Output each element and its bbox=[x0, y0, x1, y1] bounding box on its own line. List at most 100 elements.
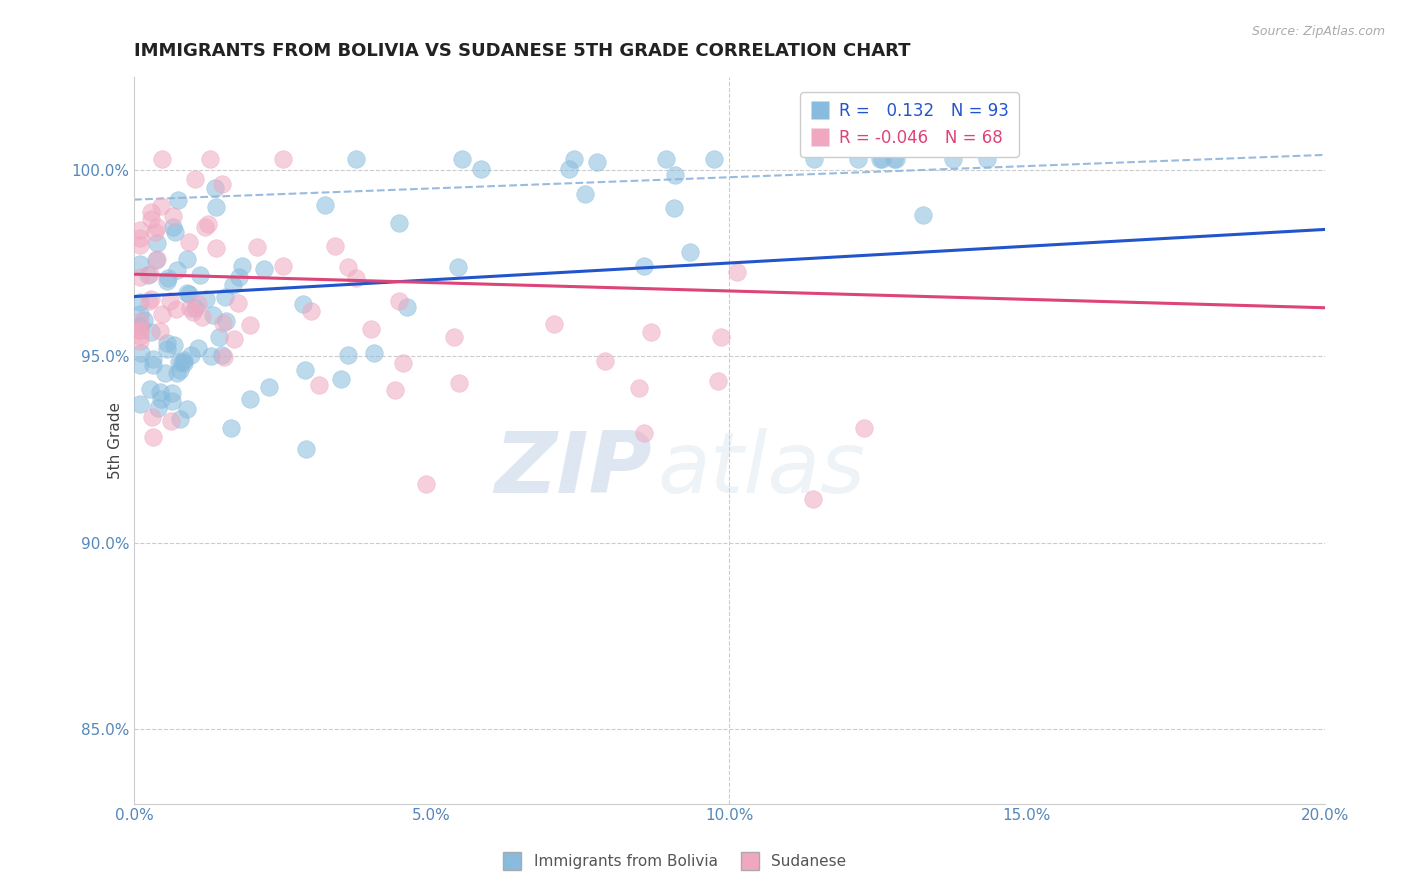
Point bbox=[166, 302, 188, 317]
Point bbox=[869, 152, 891, 166]
Point bbox=[942, 152, 965, 166]
Point bbox=[205, 200, 228, 214]
Point bbox=[308, 378, 330, 392]
Point bbox=[706, 374, 728, 388]
Point bbox=[273, 259, 295, 273]
Point bbox=[141, 205, 163, 219]
Point bbox=[188, 268, 211, 282]
Point bbox=[143, 225, 166, 239]
Point bbox=[558, 161, 581, 176]
Point bbox=[173, 356, 195, 370]
Point bbox=[157, 270, 180, 285]
Point bbox=[194, 220, 217, 235]
Point bbox=[162, 219, 184, 234]
Point bbox=[176, 402, 198, 417]
Point bbox=[156, 342, 179, 356]
Point bbox=[197, 218, 219, 232]
Point bbox=[883, 152, 905, 166]
Point bbox=[344, 270, 367, 285]
Point bbox=[323, 238, 346, 252]
Point bbox=[654, 152, 676, 166]
Point bbox=[846, 152, 869, 166]
Point bbox=[129, 345, 152, 359]
Legend: Immigrants from Bolivia, Sudanese: Immigrants from Bolivia, Sudanese bbox=[498, 848, 852, 875]
Point bbox=[703, 152, 725, 166]
Point bbox=[173, 353, 195, 368]
Legend: R =  0.132  N = 93, R = -0.046  N = 68: R = 0.132 N = 93, R = -0.046 N = 68 bbox=[800, 92, 1019, 156]
Point bbox=[470, 162, 492, 177]
Point bbox=[586, 154, 609, 169]
Point bbox=[191, 310, 214, 324]
Point bbox=[294, 442, 316, 457]
Point bbox=[148, 325, 170, 339]
Point bbox=[138, 294, 160, 309]
Point bbox=[392, 356, 415, 370]
Point bbox=[153, 366, 176, 380]
Text: ZIP: ZIP bbox=[495, 427, 652, 511]
Point bbox=[292, 296, 315, 310]
Point bbox=[129, 238, 152, 252]
Point bbox=[447, 260, 470, 274]
Point bbox=[187, 342, 209, 356]
Point bbox=[142, 430, 165, 444]
Point bbox=[129, 231, 152, 245]
Point bbox=[129, 307, 152, 321]
Point bbox=[129, 358, 152, 372]
Point bbox=[363, 345, 385, 359]
Point bbox=[136, 268, 159, 282]
Point bbox=[180, 348, 202, 362]
Point bbox=[142, 352, 165, 367]
Point bbox=[156, 336, 179, 351]
Point bbox=[314, 198, 336, 212]
Point bbox=[176, 252, 198, 266]
Point bbox=[129, 294, 152, 309]
Point bbox=[662, 201, 685, 215]
Point bbox=[976, 152, 998, 166]
Point bbox=[388, 294, 411, 309]
Point bbox=[564, 152, 586, 166]
Point bbox=[633, 426, 655, 441]
Point bbox=[574, 186, 596, 201]
Point bbox=[156, 274, 179, 288]
Point bbox=[239, 318, 262, 333]
Point bbox=[214, 290, 236, 304]
Point bbox=[148, 401, 170, 416]
Point bbox=[139, 267, 162, 281]
Point bbox=[253, 262, 276, 277]
Point bbox=[803, 152, 825, 166]
Point bbox=[149, 385, 172, 400]
Point bbox=[187, 296, 209, 310]
Point bbox=[150, 307, 173, 321]
Point bbox=[176, 285, 198, 300]
Point bbox=[226, 295, 249, 310]
Point bbox=[159, 414, 181, 428]
Point bbox=[145, 252, 167, 267]
Point bbox=[149, 199, 172, 213]
Point bbox=[142, 358, 165, 372]
Point bbox=[593, 353, 616, 368]
Point bbox=[415, 477, 437, 491]
Point bbox=[204, 181, 226, 195]
Point bbox=[162, 209, 184, 223]
Point bbox=[172, 355, 194, 369]
Point bbox=[184, 172, 207, 186]
Point bbox=[146, 236, 169, 251]
Point bbox=[395, 300, 418, 314]
Point bbox=[388, 216, 411, 230]
Point bbox=[215, 314, 238, 328]
Point bbox=[129, 314, 152, 328]
Text: IMMIGRANTS FROM BOLIVIA VS SUDANESE 5TH GRADE CORRELATION CHART: IMMIGRANTS FROM BOLIVIA VS SUDANESE 5TH … bbox=[134, 42, 911, 60]
Point bbox=[160, 394, 183, 409]
Point bbox=[204, 241, 226, 255]
Point bbox=[212, 316, 235, 330]
Y-axis label: 5th Grade: 5th Grade bbox=[108, 401, 122, 479]
Point bbox=[202, 308, 225, 322]
Text: atlas: atlas bbox=[658, 427, 866, 511]
Point bbox=[633, 259, 655, 273]
Point bbox=[129, 334, 152, 349]
Point bbox=[246, 240, 269, 254]
Point bbox=[211, 177, 233, 191]
Point bbox=[200, 152, 222, 166]
Point bbox=[710, 330, 733, 344]
Point bbox=[664, 168, 686, 182]
